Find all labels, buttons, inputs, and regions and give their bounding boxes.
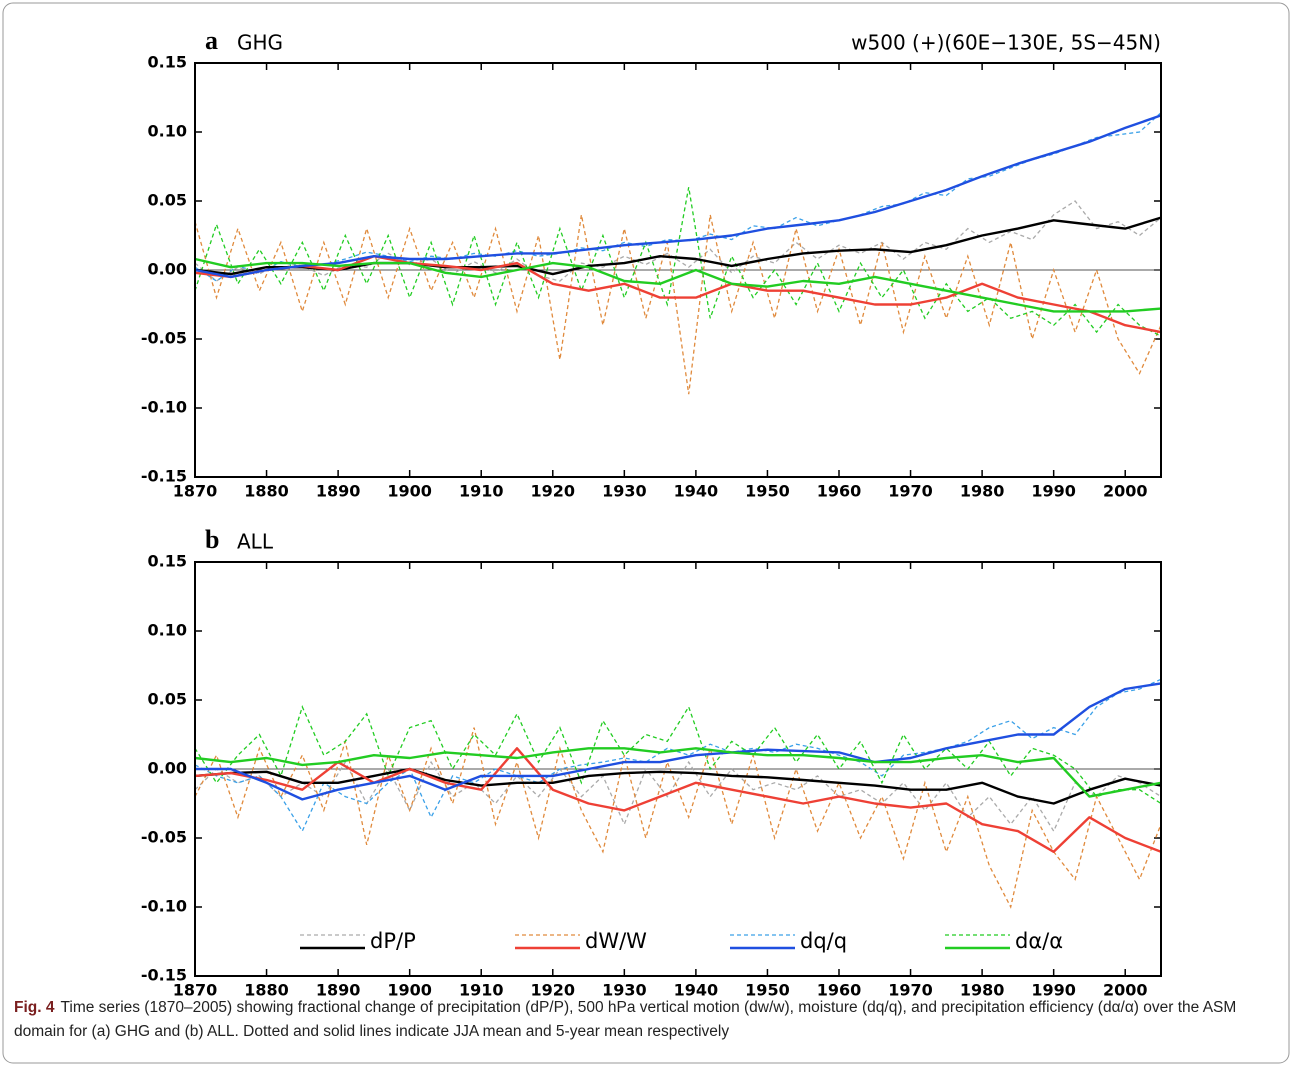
- y-tick-label: 0.00: [148, 759, 187, 778]
- legend-label: dP/P: [370, 929, 416, 953]
- mean-line: [194, 114, 1162, 279]
- mean-line: [194, 216, 1162, 276]
- x-tick-label: 1870: [173, 482, 218, 501]
- y-tick-label: 0.15: [148, 53, 187, 72]
- mean-line: [194, 255, 1162, 334]
- legend-label: dq/q: [800, 929, 847, 953]
- y-tick-label: 0.10: [148, 621, 187, 640]
- y-tick-label: -0.05: [141, 329, 187, 348]
- x-tick-label: 1900: [387, 981, 432, 1000]
- x-tick-label: 1930: [602, 482, 647, 501]
- x-tick-label: 1980: [960, 981, 1005, 1000]
- caption-text: Time series (1870–2005) showing fraction…: [14, 999, 1237, 1040]
- x-tick-label: 1890: [316, 981, 361, 1000]
- y-tick-label: 0.05: [148, 191, 187, 210]
- x-tick-label: 1980: [960, 482, 1005, 501]
- annual-line: [194, 112, 1162, 282]
- x-tick-label: 1950: [745, 482, 790, 501]
- panel-label: b: [205, 525, 219, 554]
- x-tick-label: 1960: [817, 482, 862, 501]
- annual-line: [194, 200, 1162, 282]
- y-tick-label: -0.15: [141, 467, 187, 486]
- x-tick-label: 1890: [316, 482, 361, 501]
- x-tick-label: 1960: [817, 981, 862, 1000]
- x-tick-label: 1880: [244, 482, 289, 501]
- x-tick-label: 1920: [531, 482, 576, 501]
- mean-line: [194, 257, 1162, 313]
- x-tick-label: 1970: [888, 482, 933, 501]
- x-tick-label: 1990: [1031, 981, 1076, 1000]
- y-tick-label: -0.05: [141, 828, 187, 847]
- y-tick-label: -0.15: [141, 966, 187, 985]
- mean-line: [195, 682, 1162, 801]
- mean-line: [194, 747, 1162, 853]
- legend-label: dα/α: [1015, 929, 1063, 953]
- caption-label: Fig. 4: [14, 999, 55, 1016]
- x-tick-label: 1970: [888, 981, 933, 1000]
- x-tick-label: 2000: [1103, 482, 1148, 501]
- annual-line: [194, 678, 1162, 833]
- x-tick-label: 1950: [745, 981, 790, 1000]
- x-tick-label: 1940: [674, 482, 719, 501]
- panel-title: GHG: [237, 31, 283, 55]
- legend-label: dW/W: [585, 929, 647, 953]
- plot-frame: [194, 561, 1162, 977]
- y-tick-label: 0.15: [148, 552, 187, 571]
- y-tick-label: 0.05: [148, 690, 187, 709]
- panel-subtitle: w500 (+)(60E−130E, 5S−45N): [851, 31, 1161, 55]
- x-tick-label: 1930: [602, 981, 647, 1000]
- panel-label: a: [205, 26, 218, 55]
- caption: Fig. 4 Time series (1870–2005) showing fr…: [14, 996, 1264, 1044]
- annual-line: [194, 760, 1162, 833]
- x-tick-label: 1910: [459, 482, 504, 501]
- x-tick-label: 1900: [387, 482, 432, 501]
- x-tick-label: 1910: [459, 981, 504, 1000]
- mean-line: [194, 767, 1162, 805]
- y-tick-label: -0.10: [141, 897, 187, 916]
- x-tick-label: 1880: [244, 981, 289, 1000]
- plot-frame: [194, 62, 1162, 478]
- x-tick-label: 1920: [531, 981, 576, 1000]
- y-tick-label: -0.10: [141, 398, 187, 417]
- x-tick-label: 1990: [1031, 482, 1076, 501]
- y-tick-label: 0.00: [148, 260, 187, 279]
- mean-line: [194, 747, 1162, 798]
- x-tick-label: 1940: [674, 981, 719, 1000]
- x-tick-label: 1870: [173, 981, 218, 1000]
- panel-title: ALL: [237, 530, 274, 554]
- x-tick-label: 2000: [1103, 981, 1148, 1000]
- y-tick-label: 0.10: [148, 122, 187, 141]
